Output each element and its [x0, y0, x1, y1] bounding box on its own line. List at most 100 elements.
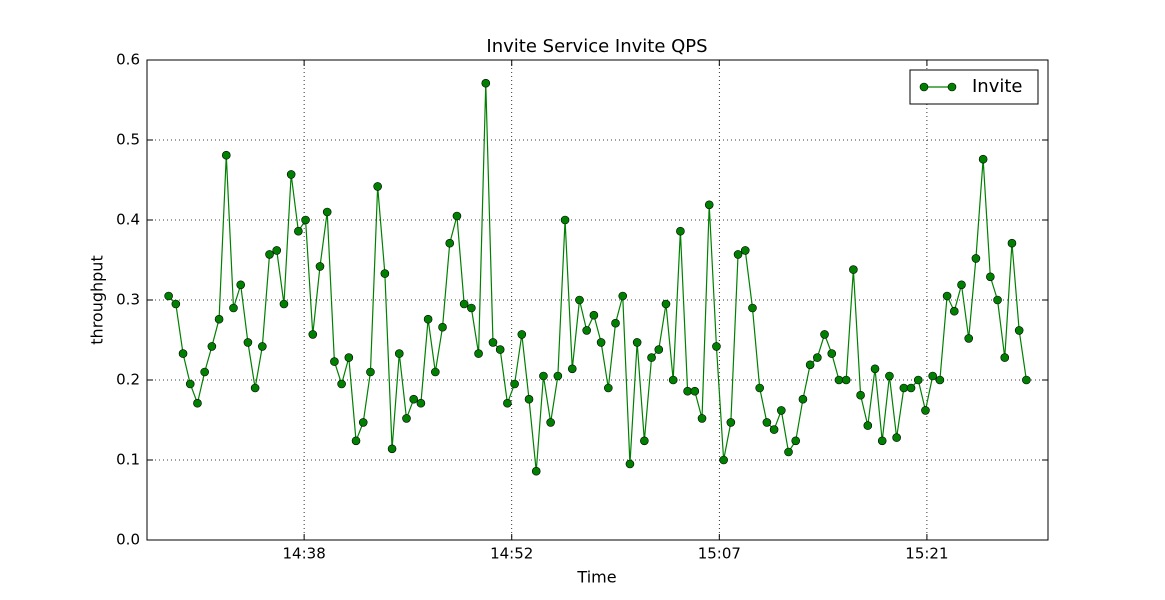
data-point — [431, 367, 440, 377]
chart-title: Invite Service Invite QPS — [486, 36, 707, 57]
data-point — [445, 238, 455, 248]
data-point — [885, 371, 894, 381]
data-point — [531, 466, 541, 476]
y-tick-label: 0.5 — [116, 131, 140, 149]
data-point — [834, 375, 844, 385]
data-point — [294, 226, 303, 236]
data-point — [805, 360, 815, 370]
data-point — [935, 375, 945, 385]
data-point — [575, 295, 584, 305]
data-point — [618, 291, 628, 301]
data-point — [265, 250, 274, 259]
data-point — [913, 375, 923, 385]
data-point — [358, 418, 368, 427]
data-point — [351, 436, 361, 446]
data-point — [668, 375, 678, 385]
data-point — [272, 246, 282, 255]
data-point — [416, 398, 426, 408]
data-point — [704, 200, 714, 210]
data-point — [604, 383, 613, 393]
data-point — [654, 345, 664, 354]
data-point — [394, 349, 404, 358]
data-point — [993, 295, 1002, 305]
data-point — [755, 383, 764, 393]
data-point — [1014, 326, 1024, 335]
x-tick-label: 14:38 — [283, 545, 326, 563]
data-point — [769, 425, 779, 434]
data-point — [748, 303, 757, 313]
legend-marker — [919, 82, 929, 92]
data-point — [856, 390, 865, 400]
data-point — [546, 418, 555, 427]
data-point — [870, 364, 880, 374]
data-point — [474, 349, 483, 358]
y-axis-label: throughput — [88, 255, 107, 344]
data-point — [596, 338, 606, 347]
data-point — [740, 246, 750, 255]
data-point — [510, 379, 519, 389]
data-point — [971, 254, 981, 263]
data-point — [964, 334, 974, 343]
data-point — [373, 182, 382, 191]
data-point — [820, 330, 829, 339]
y-tick-label: 0.3 — [116, 291, 140, 309]
data-point — [164, 291, 173, 301]
data-point — [863, 421, 873, 430]
data-point — [726, 418, 736, 427]
data-point — [286, 170, 296, 179]
data-point — [438, 322, 447, 332]
data-point — [986, 272, 995, 282]
y-tick-label: 0.0 — [116, 531, 140, 549]
data-point — [258, 342, 267, 351]
data-point — [171, 299, 181, 309]
data-point — [921, 406, 930, 415]
data-point — [892, 433, 901, 442]
data-point — [683, 386, 692, 396]
data-point — [481, 78, 491, 88]
data-point — [495, 345, 505, 354]
data-point — [366, 367, 375, 377]
data-point — [330, 357, 339, 366]
data-point — [301, 215, 310, 225]
data-point — [849, 265, 858, 274]
data-point — [719, 455, 728, 465]
data-point — [243, 338, 253, 347]
data-point — [308, 330, 318, 339]
data-point — [640, 436, 649, 446]
data-point — [236, 280, 246, 290]
data-point — [697, 414, 707, 423]
data-point — [517, 330, 527, 339]
data-point — [784, 447, 793, 457]
data-point — [553, 371, 563, 381]
data-point — [337, 379, 346, 389]
plot-frame — [146, 59, 1049, 541]
data-point — [611, 318, 620, 328]
data-point — [178, 349, 188, 358]
data-point — [813, 353, 822, 362]
data-point — [762, 418, 772, 427]
data-point — [250, 383, 260, 393]
data-point — [625, 459, 635, 469]
data-point — [841, 375, 851, 385]
data-point — [315, 262, 325, 271]
data-point — [632, 338, 642, 347]
data-point — [387, 444, 397, 454]
data-point — [524, 394, 534, 404]
data-point — [503, 398, 512, 408]
y-tick-label: 0.2 — [116, 371, 140, 389]
data-point — [539, 371, 548, 381]
legend-marker — [947, 82, 957, 92]
data-point — [402, 414, 411, 423]
data-point — [957, 280, 966, 290]
data-point — [690, 386, 700, 396]
data-point — [582, 326, 591, 335]
data-point — [193, 398, 202, 408]
data-line — [168, 83, 1027, 472]
data-point — [712, 342, 721, 351]
data-point — [380, 269, 390, 278]
data-point — [229, 303, 238, 313]
data-point — [567, 364, 577, 374]
data-point — [221, 150, 231, 160]
data-point — [798, 394, 808, 404]
